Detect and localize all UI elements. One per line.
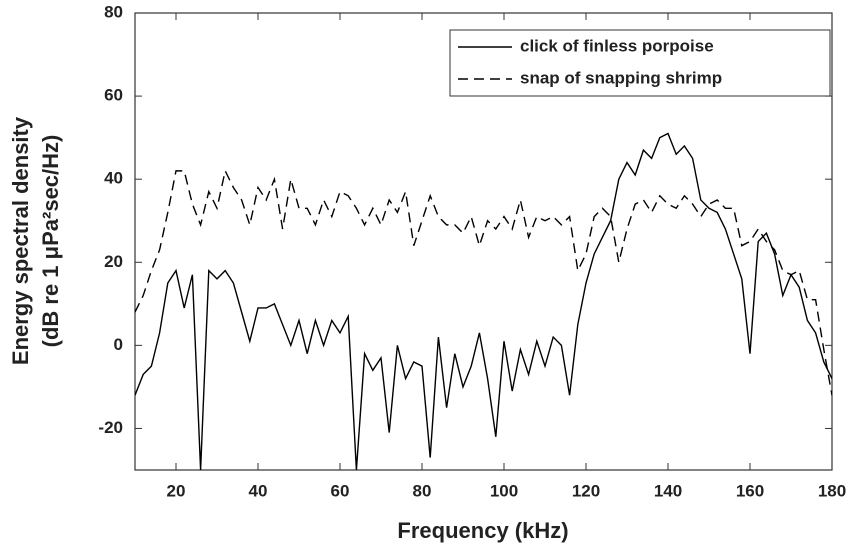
- x-tick-label: 40: [249, 481, 268, 500]
- x-tick-label: 120: [572, 481, 600, 500]
- line-series: [135, 168, 832, 396]
- y-tick-label: -20: [98, 418, 123, 437]
- legend-box: [449, 29, 831, 97]
- plot-area: [134, 12, 833, 471]
- x-tick-label: 140: [654, 481, 682, 500]
- y-tick-label: 40: [104, 169, 123, 188]
- x-tick-label: 80: [413, 481, 432, 500]
- y-tick-label: 60: [104, 86, 123, 105]
- y-tick-label: 80: [104, 2, 123, 21]
- y-axis-label: Energy spectral density: [8, 116, 33, 365]
- x-tick-label: 160: [736, 481, 764, 500]
- plot-lines: [135, 132, 832, 470]
- x-tick-label: 20: [167, 481, 186, 500]
- legend-label: click of finless porpoise: [520, 36, 714, 55]
- x-tick-label: 180: [818, 481, 846, 500]
- y-axis-label: (dB re 1 μPa²sec/Hz): [38, 135, 63, 348]
- y-tick-label: 20: [104, 252, 123, 271]
- x-axis-label: Frequency (kHz): [397, 518, 568, 543]
- legend-label: snap of snapping shrimp: [520, 68, 722, 87]
- line-series: [135, 132, 832, 470]
- x-tick-label: 60: [331, 481, 350, 500]
- x-tick-label: 100: [490, 481, 518, 500]
- y-tick-label: 0: [114, 335, 123, 354]
